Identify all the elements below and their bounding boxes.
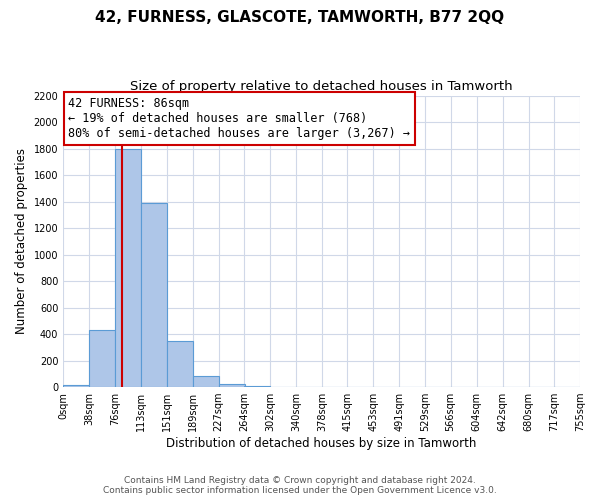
Title: Size of property relative to detached houses in Tamworth: Size of property relative to detached ho…	[130, 80, 513, 93]
Bar	[167, 340, 193, 387]
Bar	[218, 384, 245, 387]
Text: Contains HM Land Registry data © Crown copyright and database right 2024.
Contai: Contains HM Land Registry data © Crown c…	[103, 476, 497, 495]
Bar	[193, 376, 218, 387]
Text: 42 FURNESS: 86sqm
← 19% of detached houses are smaller (768)
80% of semi-detache: 42 FURNESS: 86sqm ← 19% of detached hous…	[68, 97, 410, 140]
Bar	[244, 386, 270, 387]
Bar	[140, 203, 167, 387]
X-axis label: Distribution of detached houses by size in Tamworth: Distribution of detached houses by size …	[166, 437, 477, 450]
Bar	[63, 385, 89, 387]
Bar	[89, 330, 115, 387]
Bar	[115, 148, 141, 387]
Y-axis label: Number of detached properties: Number of detached properties	[15, 148, 28, 334]
Text: 42, FURNESS, GLASCOTE, TAMWORTH, B77 2QQ: 42, FURNESS, GLASCOTE, TAMWORTH, B77 2QQ	[95, 10, 505, 25]
